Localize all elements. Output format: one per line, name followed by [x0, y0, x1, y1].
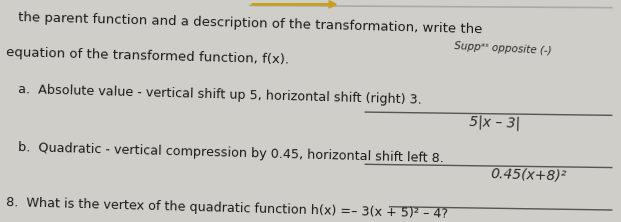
Text: 8.  What is the vertex of the quadratic function h(x) =– 3(x + 5)² – 4?: 8. What is the vertex of the quadratic f… — [6, 196, 448, 220]
Text: the parent function and a description of the transformation, write the: the parent function and a description of… — [19, 11, 483, 36]
Text: a.  Absolute value - vertical shift up 5, horizontal shift (right) 3.: a. Absolute value - vertical shift up 5,… — [19, 83, 422, 106]
Text: Suppᵃˢ opposite (-): Suppᵃˢ opposite (-) — [453, 41, 551, 56]
Text: 5|x – 3|: 5|x – 3| — [469, 114, 520, 131]
Text: equation of the transformed function, f(x).: equation of the transformed function, f(… — [6, 46, 289, 66]
Text: b.  Quadratic - vertical compression by 0.45, horizontal shift left 8.: b. Quadratic - vertical compression by 0… — [19, 141, 445, 166]
Text: 0.45(x+8)²: 0.45(x+8)² — [490, 166, 566, 183]
